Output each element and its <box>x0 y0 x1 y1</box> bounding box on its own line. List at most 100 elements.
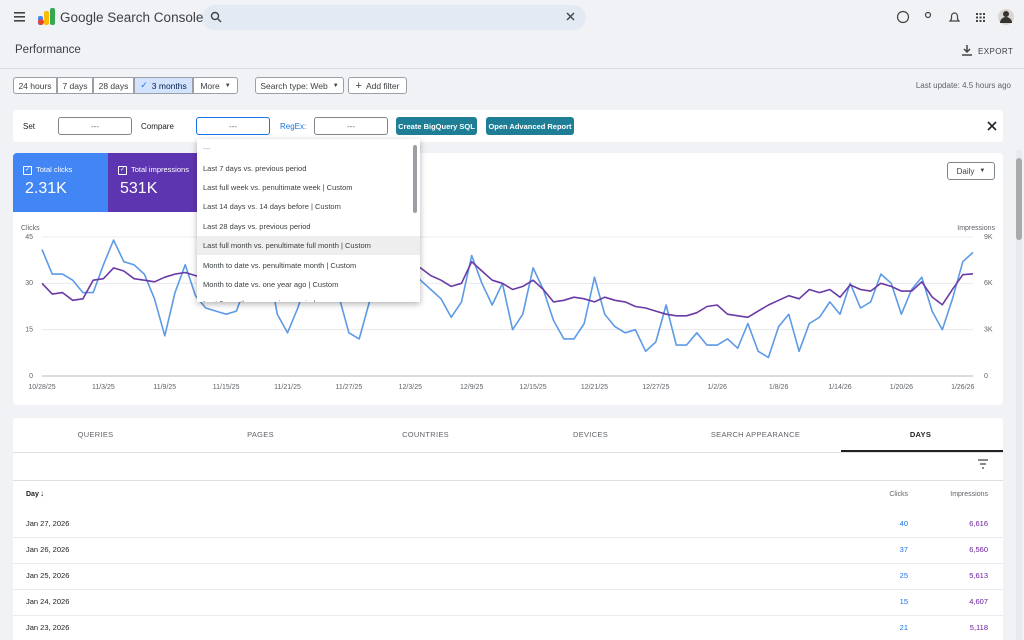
compare-option[interactable]: Month to date vs. one year ago | Custom <box>203 279 339 289</box>
date-chip[interactable]: 7 days <box>57 77 93 94</box>
search-bar[interactable] <box>202 5 586 30</box>
card-label: Total clicks <box>36 165 73 174</box>
granularity-select[interactable]: Daily ▼ <box>947 162 995 180</box>
tab[interactable]: DAYS <box>909 430 932 439</box>
table-cell: 6,560 <box>969 545 988 554</box>
compare-option[interactable]: Last 3 months vs. previous period <box>197 294 420 302</box>
filter-icon[interactable] <box>977 459 989 469</box>
x-tick-label: 11/9/25 <box>153 384 176 391</box>
compare-option[interactable]: Last 14 days vs. 14 days before | Custom <box>203 202 341 212</box>
y-tick-label: 30 <box>25 280 33 287</box>
help-icon[interactable] <box>896 10 910 24</box>
table-cell: 4,607 <box>969 597 988 606</box>
x-tick-label: 12/15/25 <box>519 384 546 391</box>
header-icons <box>14 5 1014 30</box>
compare-dropdown: --- Last 7 days vs. previous period Last f… <box>197 139 420 302</box>
export-icon <box>962 45 972 56</box>
y2-tick-label: 0 <box>984 373 988 380</box>
option-list: --- Last 7 days vs. previous period Last f… <box>197 139 420 302</box>
x-tick-label: 12/9/25 <box>460 384 483 391</box>
menu-icon[interactable] <box>14 12 25 22</box>
page-title: Performance <box>15 44 81 56</box>
table-cell: Jan 27, 2026 <box>26 519 70 528</box>
card-value: 531K <box>120 180 158 197</box>
tab[interactable]: SEARCH APPEARANCE <box>710 430 801 439</box>
regex-label: RegEx: <box>280 122 307 131</box>
card-value: 2.31K <box>25 180 67 197</box>
x-tick-label: 11/3/25 <box>92 384 115 391</box>
set-value: --- <box>91 121 99 131</box>
tab[interactable]: PAGES <box>247 430 274 439</box>
search-type-chip[interactable]: Search type: Web ▼ <box>255 77 344 94</box>
bigquery-button[interactable]: Create BigQuery SQL <box>396 117 477 135</box>
compare-label: Compare <box>141 122 174 131</box>
metric-card[interactable]: ✓ Total clicks 2.31K <box>13 153 108 212</box>
table-cell: Jan 26, 2026 <box>26 545 70 554</box>
date-chip-label: 7 days <box>62 80 88 91</box>
tab[interactable]: DEVICES <box>572 430 609 439</box>
column-header[interactable]: Impressions <box>950 491 988 498</box>
tab[interactable]: COUNTRIES <box>402 430 449 439</box>
chip-arrow: ▼ <box>332 82 339 89</box>
tab-underline <box>841 450 1003 452</box>
x-tick-label: 11/15/25 <box>213 384 240 391</box>
x-tick-label: 1/2/26 <box>707 384 727 391</box>
table-cell: 37 <box>899 545 908 554</box>
x-tick-label: 1/26/26 <box>951 384 974 391</box>
users-icon[interactable] <box>924 11 932 19</box>
export-button[interactable]: EXPORT <box>978 47 1014 56</box>
chart: Clicks Impressions 0 15 30 45 0 3K 6K 9K 10/28/25 1… <box>21 225 996 391</box>
x-tick-label: 1/14/26 <box>828 384 851 391</box>
x-tick-label: 12/3/25 <box>399 384 422 391</box>
date-chip-label: 24 hours <box>18 80 52 91</box>
dropdown-scrollbar <box>413 145 417 213</box>
close-icon[interactable] <box>986 120 998 132</box>
compare-value: --- <box>229 121 237 131</box>
card-checkbox: ✓ <box>118 166 127 175</box>
search-type: Search type: Web <box>260 80 328 91</box>
bell-icon[interactable] <box>948 12 961 22</box>
apps-icon[interactable] <box>976 13 985 22</box>
tab[interactable]: QUERIES <box>77 430 114 439</box>
table-cell: Jan 23, 2026 <box>26 623 70 632</box>
compare-option[interactable]: Last full month vs. penultimate full mon… <box>197 235 420 256</box>
card-label: Total impressions <box>131 165 189 174</box>
x-tick-label: 10/28/25 <box>28 384 55 391</box>
app-name: Google Search Console <box>60 10 204 25</box>
date-chip[interactable]: ✓ 3 months <box>134 77 193 94</box>
date-chip-label: More <box>200 80 220 91</box>
advanced-report-button[interactable]: Open Advanced Report <box>486 117 574 135</box>
y2-axis-label: Impressions <box>957 225 995 232</box>
date-chip[interactable]: More ▼ <box>193 77 238 94</box>
clear-icon[interactable] <box>566 12 575 21</box>
table-cell: 21 <box>899 623 908 632</box>
y-tick-label: 15 <box>25 327 33 334</box>
compare-option[interactable]: Last 28 days vs. previous period <box>203 221 311 231</box>
table-cell: 15 <box>899 597 908 606</box>
compare-select[interactable]: --- <box>196 117 270 135</box>
column-header[interactable]: Clicks <box>889 491 908 498</box>
row-divider <box>13 563 1003 564</box>
compare-option[interactable]: Month to date vs. penultimate month | Cu… <box>203 260 357 270</box>
compare-option[interactable]: Last full week vs. penultimate week | Cu… <box>203 182 353 192</box>
add-filter: Add filter <box>365 80 400 91</box>
add-filter-chip[interactable]: + Add filter <box>348 77 407 94</box>
check-icon: ✓ <box>140 80 148 90</box>
tab-divider <box>13 452 1003 453</box>
row-divider <box>13 537 1003 538</box>
regex-select[interactable]: --- <box>314 117 388 135</box>
row-divider <box>13 589 1003 590</box>
date-chip[interactable]: 24 hours <box>13 77 57 94</box>
date-chip-label: 3 months <box>151 80 187 91</box>
column-header[interactable]: Day <box>26 491 39 498</box>
set-select[interactable]: --- <box>58 117 132 135</box>
compare-option[interactable]: --- <box>203 144 211 154</box>
date-chip[interactable]: 28 days <box>93 77 134 94</box>
table-cell: 40 <box>899 519 908 528</box>
metric-card[interactable]: ✓ Total impressions 531K <box>108 153 203 212</box>
select-arrow: ▼ <box>979 168 986 174</box>
avatar-head <box>1003 11 1009 17</box>
compare-option[interactable]: Last 7 days vs. previous period <box>203 163 307 173</box>
divider <box>0 68 1024 69</box>
